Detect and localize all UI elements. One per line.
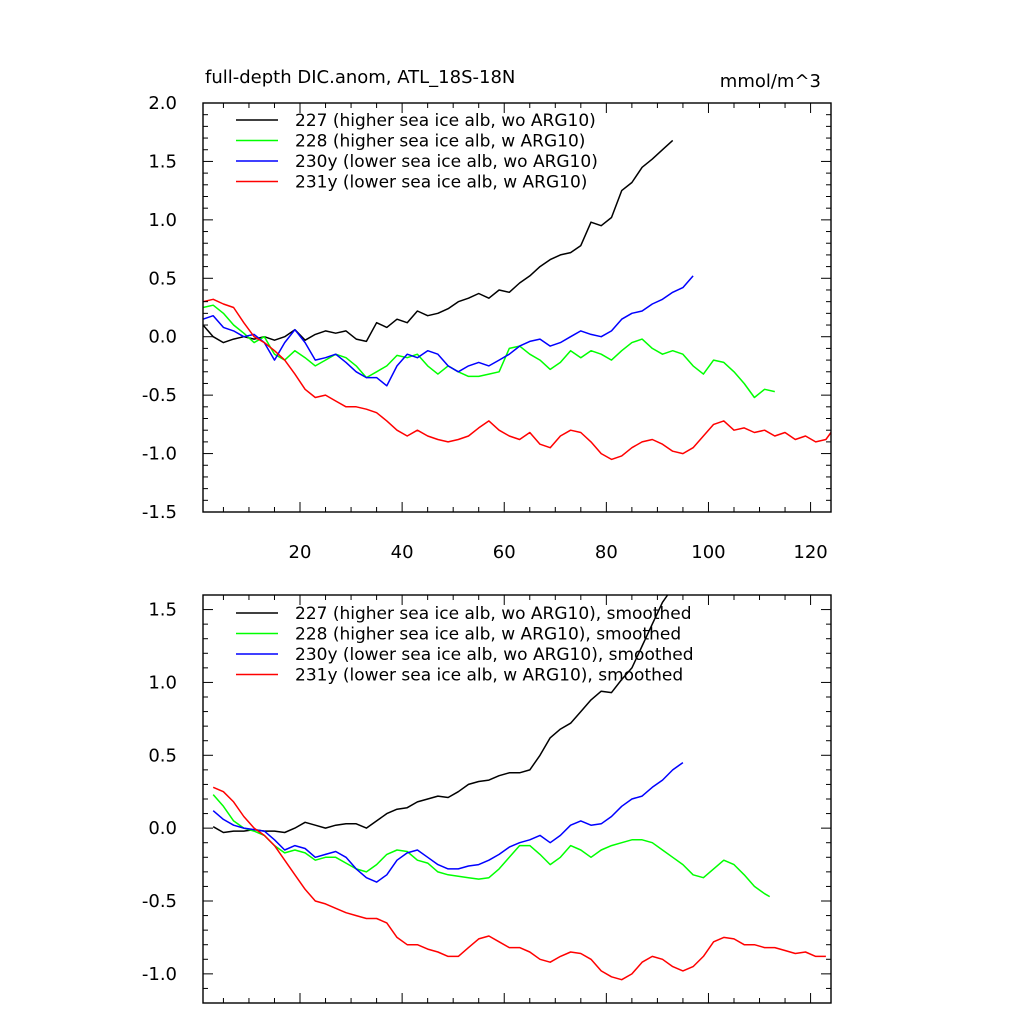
panel-2: -1.0 -0.5 0.0 0.5 1.0 1.5 227 (higher sea ice … — [142, 594, 832, 1004]
y-tick-label: -0.5 — [142, 891, 177, 912]
y-tick-label: 0.0 — [148, 818, 177, 839]
series-line-1 — [212, 594, 669, 834]
legend-label: 228 (higher sea ice alb, w ARG10), smoot… — [295, 625, 681, 645]
y-tick-label: 1.0 — [148, 210, 177, 231]
legend-label: 231y (lower sea ice alb, w ARG10) — [295, 173, 587, 193]
legend: 227 (higher sea ice alb, wo ARG10), smoo… — [236, 604, 694, 686]
legend-label: 227 (higher sea ice alb, wo ARG10), smoo… — [295, 604, 692, 624]
y-tick-label: 0.0 — [148, 327, 177, 348]
x-tick-label: 20 — [289, 542, 312, 563]
chart-title: full-depth DIC.anom, ATL_18S-18N — [205, 67, 515, 88]
series-line-2 — [212, 794, 771, 898]
y-tick-label: 0.5 — [148, 268, 177, 289]
y-tick-label: 0.5 — [148, 745, 177, 766]
series-line-1 — [202, 139, 674, 344]
legend-label: 230y (lower sea ice alb, wo ARG10), smoo… — [295, 645, 694, 665]
series-line-2 — [202, 304, 775, 399]
y-tick-label: -1.0 — [142, 444, 177, 465]
legend-label: 230y (lower sea ice alb, wo ARG10) — [295, 152, 598, 172]
y-tick-label: -0.5 — [142, 385, 177, 406]
panel-1: full-depth DIC.anom, ATL_18S-18N mmol/m^3… — [142, 67, 832, 563]
legend-label: 227 (higher sea ice alb, wo ARG10) — [295, 111, 596, 131]
y-tick-label: -1.5 — [142, 502, 177, 523]
series-line-3 — [212, 761, 684, 883]
units-label: mmol/m^3 — [720, 71, 821, 92]
legend-label: 231y (lower sea ice alb, w ARG10), smoot… — [295, 666, 683, 686]
legend-label: 228 (higher sea ice alb, w ARG10) — [295, 132, 585, 152]
legend: 227 (higher sea ice alb, wo ARG10)228 (h… — [236, 111, 598, 193]
y-tick-label: 1.5 — [148, 151, 177, 172]
x-tick-label: 60 — [493, 542, 516, 563]
x-tick-label: 120 — [793, 542, 827, 563]
series-line-3 — [202, 275, 694, 387]
y-tick-label: 1.5 — [148, 600, 177, 621]
plot-frame — [202, 102, 832, 513]
series-line-4 — [212, 786, 826, 981]
x-tick-label: 40 — [391, 542, 414, 563]
y-tick-label: 2.0 — [148, 93, 177, 114]
y-tick-label: 1.0 — [148, 672, 177, 693]
series-line-4 — [202, 298, 832, 461]
x-tick-label: 100 — [691, 542, 725, 563]
x-tick-label: 80 — [595, 542, 618, 563]
y-tick-label: -1.0 — [142, 964, 177, 985]
